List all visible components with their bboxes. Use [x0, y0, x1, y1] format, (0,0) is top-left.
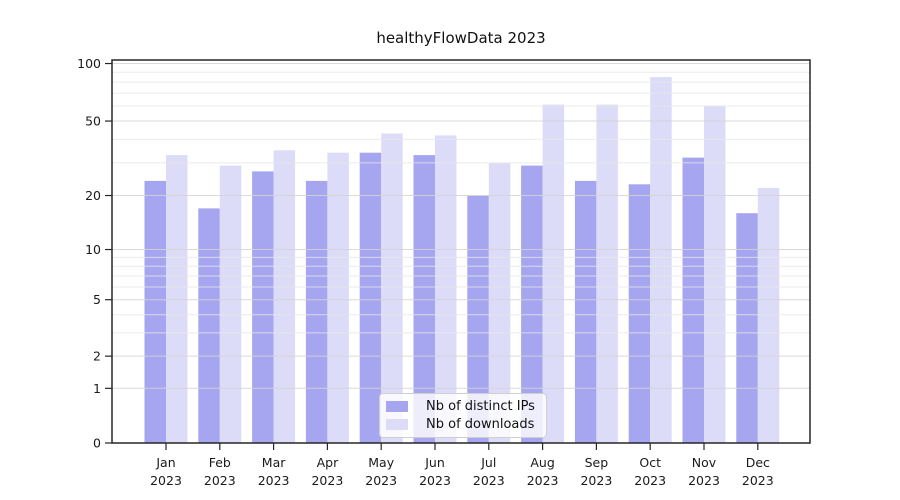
- bar-downloads-jun: [435, 135, 457, 443]
- x-tick-label-month: Mar: [262, 455, 286, 470]
- y-tick-label: 50: [85, 114, 101, 129]
- chart-title: healthyFlowData 2023: [376, 29, 546, 47]
- x-tick-label-month: Jul: [480, 455, 496, 470]
- bar-distinct-ips-apr: [305, 180, 328, 443]
- x-tick-label-year: 2023: [634, 473, 666, 488]
- x-tick-label-month: Apr: [317, 455, 339, 470]
- bar-downloads-mar: [273, 150, 296, 444]
- y-tick-label: 100: [77, 56, 101, 71]
- y-tick-label: 1: [93, 381, 101, 396]
- bar-downloads-dec: [757, 187, 780, 443]
- bar-distinct-ips-mar: [252, 171, 274, 443]
- x-tick-label-year: 2023: [527, 473, 559, 488]
- x-tick-label-month: Jun: [424, 455, 445, 470]
- bar-distinct-ips-aug: [521, 165, 543, 443]
- y-tick-label: 10: [85, 242, 101, 257]
- x-tick-label-year: 2023: [473, 473, 505, 488]
- legend-item-downloads: Nb of downloads: [386, 417, 540, 432]
- legend-label-downloads: Nb of downloads: [426, 417, 535, 432]
- legend-swatch-distinct-ips-icon: [386, 401, 408, 412]
- bar-distinct-ips-oct: [628, 184, 651, 444]
- x-tick-label-year: 2023: [742, 473, 774, 488]
- x-tick-label-month: Sep: [585, 455, 609, 470]
- x-tick-label-month: Dec: [746, 455, 770, 470]
- x-tick-label-month: Nov: [692, 455, 717, 470]
- x-tick-label-year: 2023: [258, 473, 290, 488]
- bar-downloads-feb: [219, 165, 242, 443]
- bar-downloads-apr: [327, 152, 349, 443]
- bar-downloads-oct: [650, 77, 672, 443]
- legend-item-distinct-ips: Nb of distinct IPs: [386, 399, 540, 414]
- plot-border: [111, 59, 811, 444]
- bar-downloads-nov: [704, 106, 726, 443]
- x-tick-label-year: 2023: [204, 473, 236, 488]
- bar-distinct-ips-nov: [682, 157, 704, 443]
- x-tick-label-month: Feb: [209, 455, 231, 470]
- x-tick-label-month: Jan: [155, 455, 175, 470]
- bar-distinct-ips-dec: [736, 213, 758, 443]
- bar-distinct-ips-jun: [413, 155, 435, 443]
- legend: Nb of distinct IPs Nb of downloads: [379, 393, 547, 438]
- bar-distinct-ips-jan: [144, 180, 166, 443]
- x-tick-label-month: Aug: [530, 455, 554, 470]
- bar-downloads-may: [381, 133, 403, 443]
- x-tick-label-year: 2023: [365, 473, 397, 488]
- x-tick-label-year: 2023: [311, 473, 343, 488]
- y-tick-label: 0: [93, 436, 101, 451]
- bar-distinct-ips-may: [359, 152, 382, 443]
- x-tick-label-year: 2023: [580, 473, 612, 488]
- x-tick-label-year: 2023: [150, 473, 182, 488]
- x-tick-label-month: May: [368, 455, 394, 470]
- bar-downloads-sep: [596, 104, 618, 443]
- y-tick-label: 5: [93, 292, 101, 307]
- legend-swatch-downloads-icon: [386, 419, 408, 430]
- x-tick-label-year: 2023: [688, 473, 720, 488]
- bar-distinct-ips-sep: [574, 180, 597, 443]
- bar-downloads-jan: [166, 155, 188, 443]
- legend-label-distinct-ips: Nb of distinct IPs: [426, 399, 535, 414]
- x-tick-label-year: 2023: [419, 473, 451, 488]
- y-tick-label: 2: [93, 349, 101, 364]
- bar-downloads-jul: [488, 162, 511, 443]
- x-tick-label-month: Oct: [639, 455, 661, 470]
- y-tick-label: 20: [85, 188, 101, 203]
- bar-distinct-ips-feb: [198, 208, 220, 443]
- bar-downloads-aug: [542, 104, 565, 443]
